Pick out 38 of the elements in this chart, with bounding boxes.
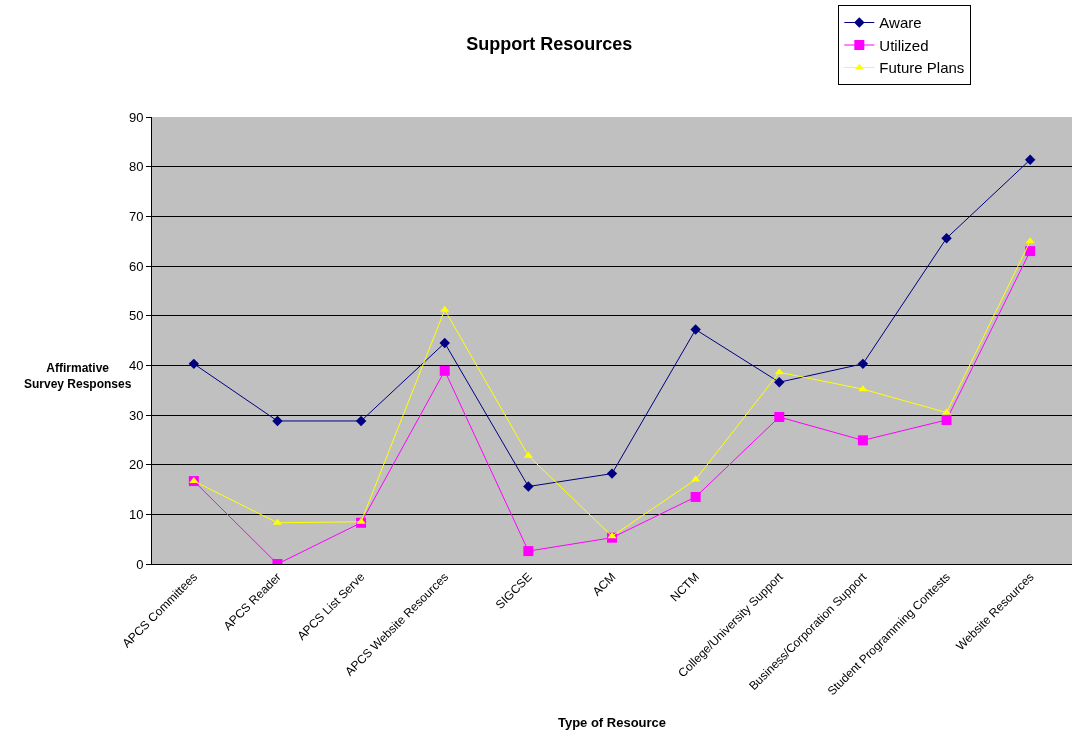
legend-label: Future Plans: [879, 59, 965, 77]
y-tick-label: 50: [128, 308, 144, 324]
point: [691, 475, 701, 482]
point: [440, 305, 450, 312]
point: [188, 358, 200, 370]
point: [857, 435, 868, 446]
point: [439, 337, 450, 349]
legend-label: Utilized: [879, 36, 929, 54]
y-tick-label: 80: [128, 159, 144, 175]
point: [690, 491, 701, 502]
point: [439, 365, 450, 376]
point: [523, 481, 534, 492]
point: [355, 415, 367, 427]
point: [356, 517, 366, 524]
point: [607, 532, 617, 539]
point: [1025, 246, 1036, 257]
point: [690, 324, 701, 335]
point: [606, 468, 618, 479]
point: [941, 232, 952, 244]
y-tick-label: 90: [128, 109, 144, 125]
chart-title: Support Resources: [466, 34, 633, 55]
y-tick-label: 70: [128, 208, 144, 224]
point: [523, 451, 533, 458]
y-tick-label: 10: [128, 506, 144, 522]
point: [774, 377, 785, 388]
point: [1024, 154, 1036, 165]
x-axis-title: Type of Resource: [557, 714, 667, 730]
y-tick-label: 30: [128, 407, 144, 423]
y-tick-label: 0: [136, 556, 144, 572]
point: [941, 414, 952, 425]
legend-label: Aware: [879, 14, 922, 32]
point: [272, 415, 283, 427]
point: [774, 411, 785, 422]
point: [523, 546, 534, 557]
y-tick-label: 20: [128, 457, 144, 473]
point: [857, 358, 869, 370]
point: [1025, 237, 1035, 244]
y-tick-label: 60: [128, 258, 144, 274]
